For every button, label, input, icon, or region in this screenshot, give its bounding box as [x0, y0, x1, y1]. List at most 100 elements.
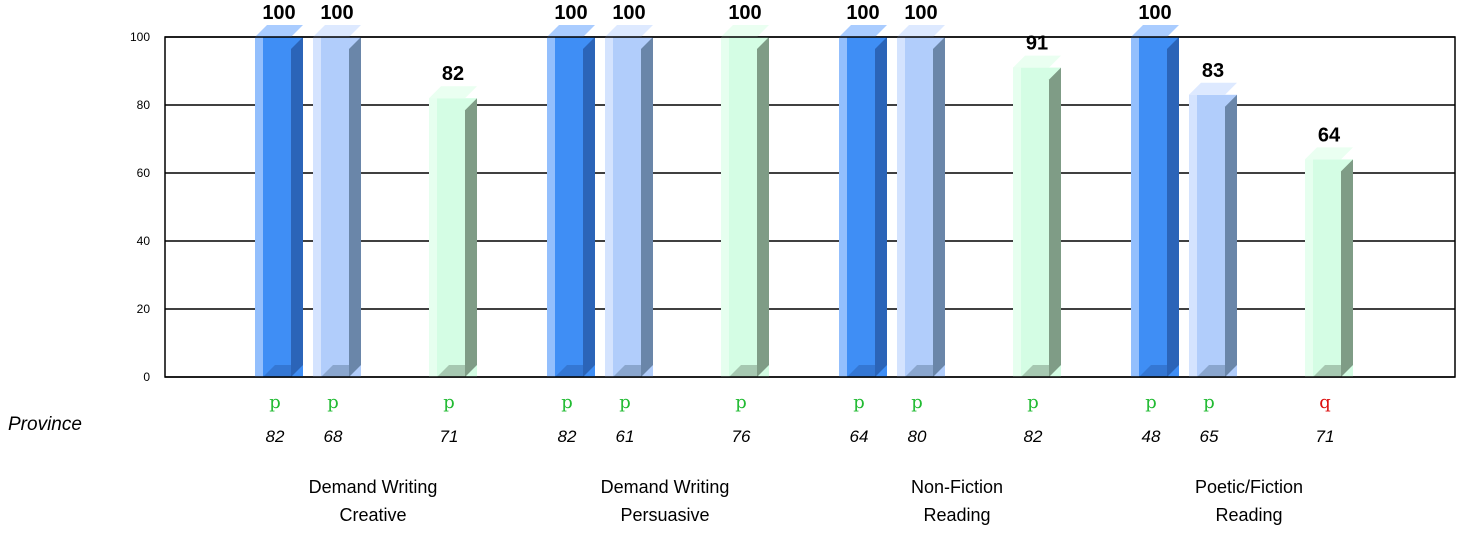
province-score: 71	[440, 427, 459, 446]
province-marker: p	[443, 392, 455, 413]
bar-side	[349, 37, 361, 377]
bar-base	[847, 365, 875, 377]
bar	[429, 86, 477, 377]
value-label: 82	[442, 63, 464, 85]
bar	[1131, 25, 1179, 377]
bar-side	[1225, 94, 1237, 378]
bar-bevel	[721, 37, 729, 377]
bar-base	[729, 365, 757, 377]
province-score: 48	[1142, 427, 1161, 446]
province-marker: p	[269, 392, 281, 413]
bar-top	[897, 25, 945, 37]
bar-bevel	[313, 37, 321, 377]
bar-base	[321, 365, 349, 377]
value-label: 100	[320, 2, 353, 24]
bar-bevel	[429, 98, 437, 377]
category-label-line2: Reading	[1215, 505, 1282, 525]
province-score: 65	[1200, 427, 1219, 446]
bars	[255, 25, 1353, 378]
y-tick-label: 100	[130, 30, 150, 44]
province-row-label: Province	[8, 414, 82, 435]
bar-bevel	[897, 37, 905, 377]
y-tick-label: 0	[143, 370, 150, 384]
bar-base	[1139, 365, 1167, 377]
bar-bevel	[605, 37, 613, 377]
province-marker: p	[327, 392, 339, 413]
province-marker: p	[911, 392, 923, 413]
bar-top	[1131, 25, 1179, 37]
bar-base	[613, 365, 641, 377]
bar-base	[905, 365, 933, 377]
bar-side	[1341, 159, 1353, 377]
value-label: 64	[1318, 124, 1341, 146]
bar-top	[547, 25, 595, 37]
province-marker: q	[1319, 392, 1331, 413]
bar-top	[839, 25, 887, 37]
value-label: 91	[1026, 33, 1048, 55]
value-label: 100	[904, 2, 937, 24]
province-score: 80	[908, 427, 927, 446]
value-label: 100	[728, 2, 761, 24]
bar-bevel	[1131, 37, 1139, 377]
value-label: 100	[262, 2, 295, 24]
bar-base	[1021, 365, 1049, 377]
bar-top	[255, 25, 303, 37]
bar	[255, 25, 303, 377]
y-tick-label: 60	[137, 166, 151, 180]
bar-base	[1313, 365, 1341, 377]
bar-side	[933, 37, 945, 377]
province-score: 64	[850, 427, 869, 446]
bar-side	[1049, 67, 1061, 377]
province-score: 71	[1316, 427, 1335, 446]
bar-bevel	[547, 37, 555, 377]
bar-side	[641, 37, 653, 377]
category-label-line2: Reading	[923, 505, 990, 525]
bar-base	[555, 365, 583, 377]
value-label: 100	[846, 2, 879, 24]
y-tick-label: 40	[137, 234, 151, 248]
bar-side	[583, 37, 595, 377]
bar	[1013, 55, 1061, 377]
bar-top	[313, 25, 361, 37]
bar-top	[1305, 147, 1353, 160]
bar	[897, 25, 945, 377]
province-score: 68	[324, 427, 343, 446]
province-marker: p	[1203, 392, 1215, 413]
province-score: 61	[616, 427, 635, 446]
province-marker: p	[561, 392, 573, 413]
value-label: 100	[1138, 2, 1171, 24]
category-label-line2: Persuasive	[620, 505, 709, 525]
value-label: 100	[554, 2, 587, 24]
province-marker: p	[853, 392, 865, 413]
bar-bevel	[255, 37, 263, 377]
category-label-line1: Demand Writing	[601, 477, 730, 497]
value-label: 100	[612, 2, 645, 24]
bar-base	[1197, 365, 1225, 377]
bar-base	[263, 365, 291, 377]
value-labels: 100 100 82 100 100 100 100 100 91 100 83 64	[262, 2, 1341, 146]
bar-bevel	[1189, 94, 1197, 378]
province-marker: p	[1145, 392, 1157, 413]
bar-side	[875, 37, 887, 377]
bar	[839, 25, 887, 377]
y-tick-label: 20	[137, 302, 151, 316]
province-score: 82	[558, 427, 577, 446]
province-score: 82	[1024, 427, 1043, 446]
bar-side	[757, 37, 769, 377]
bar	[1189, 82, 1237, 378]
category-label-line1: Demand Writing	[309, 477, 438, 497]
y-tick-label: 80	[137, 98, 151, 112]
category-label-line1: Non-Fiction	[911, 477, 1003, 497]
bar-top	[1189, 82, 1237, 95]
category-label-line1: Poetic/Fiction	[1195, 477, 1303, 497]
province-score: 76	[732, 427, 751, 446]
bar-top	[605, 25, 653, 37]
bar	[313, 25, 361, 377]
province-marker: p	[735, 392, 747, 413]
bar-bevel	[839, 37, 847, 377]
y-axis-ticks: 0 20 40 60 80 100	[130, 30, 150, 384]
province-scores: 82 68 71 82 61 76 64 80 82 48 65 71	[266, 427, 1335, 446]
province-score: 82	[266, 427, 285, 446]
bar-side	[291, 37, 303, 377]
